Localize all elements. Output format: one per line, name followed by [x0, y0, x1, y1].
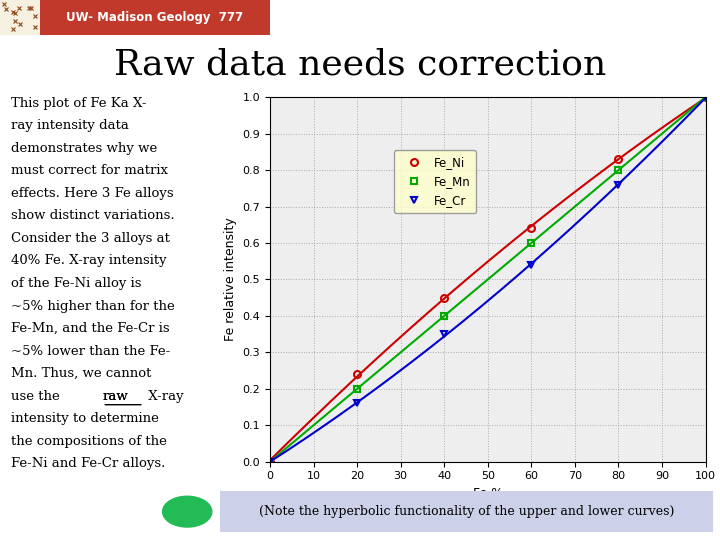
- Fe_Ni: [701, 94, 710, 100]
- Fe_Ni: [614, 156, 623, 163]
- Fe_Cr: [266, 458, 274, 465]
- Text: X-ray: X-ray: [144, 390, 184, 403]
- Text: raw: raw: [102, 390, 128, 403]
- Text: This plot of Fe Ka X-: This plot of Fe Ka X-: [11, 97, 146, 110]
- Circle shape: [163, 496, 212, 527]
- Fe_Ni: [266, 458, 274, 465]
- Fe_Mn: [353, 386, 361, 392]
- X-axis label: Fe %: Fe %: [472, 487, 503, 500]
- Fe_Cr: [527, 261, 536, 268]
- Fe_Cr: [701, 94, 710, 100]
- Fe_Cr: [440, 331, 449, 338]
- Fe_Mn: [701, 94, 710, 100]
- Line: Fe_Cr: Fe_Cr: [266, 94, 709, 465]
- Text: Raw data needs correction: Raw data needs correction: [114, 48, 606, 82]
- Text: (Note the hyperbolic functionality of the upper and lower curves): (Note the hyperbolic functionality of th…: [258, 505, 674, 518]
- Fe_Mn: [614, 167, 623, 173]
- Fe_Ni: [440, 294, 449, 301]
- Text: demonstrates why we: demonstrates why we: [11, 141, 157, 154]
- Fe_Mn: [266, 458, 274, 465]
- Text: Consider the 3 alloys at: Consider the 3 alloys at: [11, 232, 170, 245]
- Fe_Mn: [527, 240, 536, 246]
- Text: UW- Madison Geology  777: UW- Madison Geology 777: [66, 11, 243, 24]
- Fe_Ni: [527, 225, 536, 232]
- Fe_Cr: [353, 400, 361, 407]
- Text: effects. Here 3 Fe alloys: effects. Here 3 Fe alloys: [11, 187, 174, 200]
- Text: of the Fe-Ni alloy is: of the Fe-Ni alloy is: [11, 277, 141, 290]
- Line: Fe_Mn: Fe_Mn: [266, 94, 709, 465]
- Text: show distinct variations.: show distinct variations.: [11, 210, 174, 222]
- Legend: Fe_Ni, Fe_Mn, Fe_Cr: Fe_Ni, Fe_Mn, Fe_Cr: [394, 151, 477, 213]
- Fe_Ni: [353, 371, 361, 377]
- Text: Fe-Ni and Fe-Cr alloys.: Fe-Ni and Fe-Cr alloys.: [11, 457, 165, 470]
- Text: raw: raw: [102, 390, 128, 403]
- Text: the compositions of the: the compositions of the: [11, 435, 166, 448]
- Fe_Cr: [614, 181, 623, 188]
- Text: Fe-Mn, and the Fe-Cr is: Fe-Mn, and the Fe-Cr is: [11, 322, 169, 335]
- Text: 40% Fe. X-ray intensity: 40% Fe. X-ray intensity: [11, 254, 166, 267]
- Text: ~5% higher than for the: ~5% higher than for the: [11, 300, 174, 313]
- Text: use the: use the: [11, 390, 64, 403]
- Text: ray intensity data: ray intensity data: [11, 119, 129, 132]
- Line: Fe_Ni: Fe_Ni: [266, 94, 709, 465]
- Text: ~5% lower than the Fe-: ~5% lower than the Fe-: [11, 345, 170, 357]
- Y-axis label: Fe relative intensity: Fe relative intensity: [224, 218, 237, 341]
- Text: Mn. Thus, we cannot: Mn. Thus, we cannot: [11, 367, 151, 380]
- Fe_Mn: [440, 313, 449, 319]
- Text: intensity to determine: intensity to determine: [11, 413, 158, 426]
- Text: must correct for matrix: must correct for matrix: [11, 164, 168, 177]
